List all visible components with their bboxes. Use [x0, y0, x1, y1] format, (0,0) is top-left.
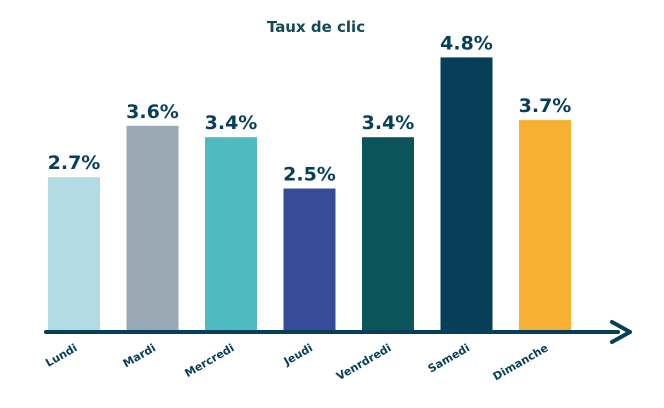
bar-samedi — [440, 57, 493, 332]
value-label-jeudi: 2.5% — [283, 164, 336, 186]
value-label-lundi: 2.7% — [48, 152, 101, 174]
category-label-venrdredi: Venrdredi — [334, 341, 393, 383]
value-label-samedi: 4.8% — [440, 32, 493, 54]
x-axis-arrow-icon — [610, 320, 632, 344]
category-label-dimanche: Dimanche — [491, 341, 551, 383]
category-label-lundi: Lundi — [43, 341, 79, 369]
value-label-mardi: 3.6% — [126, 101, 179, 123]
bar-dimanche — [519, 120, 571, 331]
value-label-venrdredi: 3.4% — [362, 112, 415, 134]
category-label-mardi: Mardi — [121, 341, 158, 370]
category-label-samedi: Samedi — [426, 341, 472, 375]
bar-jeudi — [283, 188, 336, 331]
bar-lundi — [48, 177, 100, 331]
value-label-mercredi: 3.4% — [205, 112, 258, 134]
category-labels: Lundi Mardi Mercredi Jeudi Venrdredi Samedi Di… — [43, 341, 550, 383]
category-label-jeudi: Jeudi — [281, 341, 315, 368]
value-label-dimanche: 3.7% — [519, 95, 572, 117]
x-axis — [44, 320, 632, 344]
chart-title: Taux de clic — [267, 18, 365, 36]
bars-layer: 2.7% 3.6% 3.4% 2.5% 3.4% 4.8% 3.7% — [48, 32, 572, 332]
bar-mardi — [126, 125, 179, 331]
bar-mercredi — [205, 137, 257, 331]
bar-venrdredi — [362, 137, 414, 331]
category-label-mercredi: Mercredi — [182, 341, 236, 380]
